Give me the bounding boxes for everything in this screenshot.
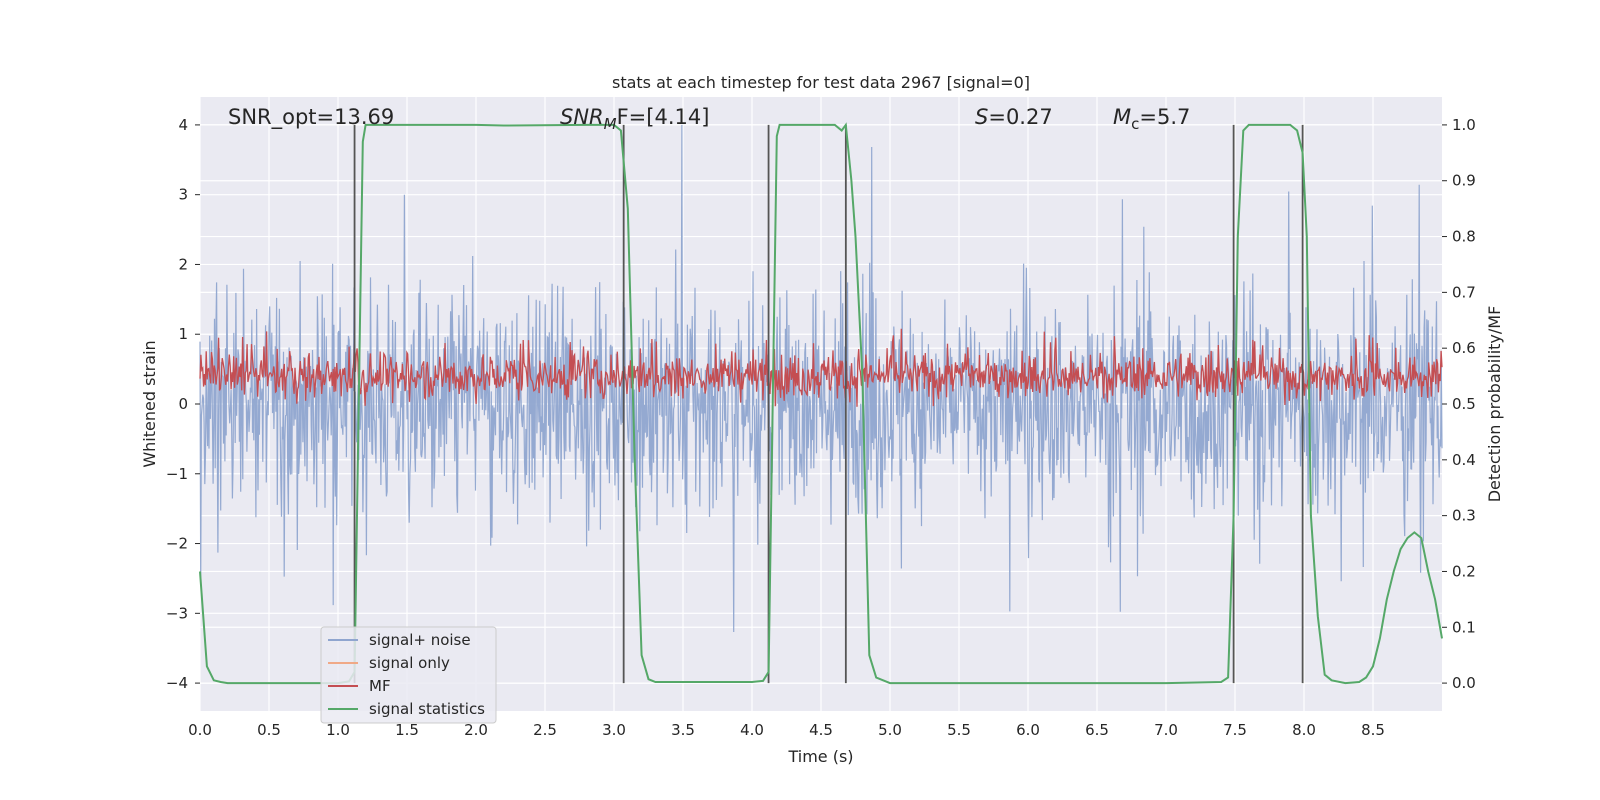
x-tick-label: 7.5 (1223, 721, 1247, 739)
x-tick-label: 5.0 (878, 721, 902, 739)
y-right-tick-label: 0.9 (1452, 172, 1476, 190)
x-tick-label: 2.5 (533, 721, 557, 739)
vertical-lines (353, 124, 1304, 684)
x-tick-label: 2.0 (464, 721, 488, 739)
y-right-tick-label: 0.8 (1452, 228, 1476, 246)
y-tick-label: −2 (166, 535, 188, 553)
legend-label-mf: MF (369, 677, 391, 695)
signal-statistics-series (199, 122, 1443, 685)
y-tick-label: −3 (166, 604, 188, 622)
y-right-tick-label: 1.0 (1452, 116, 1476, 134)
y-right-tick-label: 0.5 (1452, 395, 1476, 413)
x-tick-label: 8.0 (1292, 721, 1316, 739)
y-tick-label: 0 (178, 395, 188, 413)
legend-label-signal-only: signal only (369, 654, 450, 672)
y-right-tick-label: 0.2 (1452, 562, 1476, 580)
x-tick-label: 7.0 (1154, 721, 1178, 739)
series-signal-statistics-line (199, 122, 1443, 685)
x-tick-label: 6.5 (1085, 721, 1109, 739)
y-right-tick-label: 0.3 (1452, 507, 1476, 525)
annotation-snr-opt: SNR_opt=13.69 (228, 105, 394, 130)
y-tick-label: 3 (178, 186, 188, 204)
x-tick-label: 0.0 (188, 721, 212, 739)
y-right-tick-label: 0.6 (1452, 339, 1476, 357)
y-right-tick-label: 0.4 (1452, 451, 1476, 469)
chart-title: stats at each timestep for test data 296… (612, 73, 1030, 92)
x-tick-label: 4.0 (740, 721, 764, 739)
y-tick-label: −1 (166, 465, 188, 483)
legend: signal+ noise signal only MF signal stat… (320, 626, 497, 724)
y-right-tick-label: 0.0 (1452, 674, 1476, 692)
y-axis-ticks: 4 3 2 1 0 −1 −2 −3 −4 (166, 116, 200, 692)
x-tick-label: 3.5 (671, 721, 695, 739)
x-tick-label: 8.5 (1361, 721, 1385, 739)
annotation-s: S=0.27 (975, 105, 1053, 129)
annotation-snr-mf: SNRMF=[4.14] (560, 105, 709, 133)
annotation-mc: Mc=5.7 (1113, 105, 1190, 133)
legend-box (320, 626, 497, 724)
x-axis-ticks: 0.0 0.5 1.0 1.5 2.0 2.5 3.0 3.5 4.0 4.5 5.0 5.5 6.0 6… (188, 721, 1385, 739)
y-tick-label: 2 (178, 255, 188, 273)
y-tick-label: 1 (178, 325, 188, 343)
y-axis-right-label: Detection probability/MF (1485, 306, 1504, 503)
x-tick-label: 3.0 (602, 721, 626, 739)
y-axis-right-ticks: 1.0 0.9 0.8 0.7 0.6 0.5 0.4 0.3 0.2 0.1 0.0 (1442, 116, 1476, 692)
y-tick-label: −4 (166, 674, 188, 692)
x-tick-label: 5.5 (947, 721, 971, 739)
x-tick-label: 1.0 (326, 721, 350, 739)
legend-label-signal-noise: signal+ noise (369, 631, 471, 649)
x-tick-label: 4.5 (809, 721, 833, 739)
x-tick-label: 1.5 (395, 721, 419, 739)
y-right-tick-label: 0.1 (1452, 618, 1476, 636)
y-tick-label: 4 (178, 116, 188, 134)
y-right-tick-label: 0.7 (1452, 283, 1476, 301)
legend-label-signal-statistics: signal statistics (369, 700, 485, 718)
x-tick-label: 6.0 (1016, 721, 1040, 739)
x-axis-label: Time (s) (787, 747, 853, 766)
x-tick-label: 0.5 (257, 721, 281, 739)
y-axis-label: Whitened strain (140, 340, 159, 467)
